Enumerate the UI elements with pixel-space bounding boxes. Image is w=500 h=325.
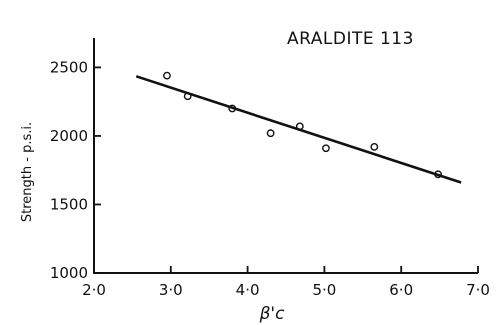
data-point [163,71,171,80]
x-tick-label: 7·0 [466,281,490,299]
y-axis-label: Strength - p.s.i. [20,122,35,222]
y-tick-label: 1000 [50,264,88,282]
x-tick-label: 6·0 [389,281,413,299]
x-tick-label: 5·0 [312,281,336,299]
data-point [266,129,275,138]
y-tick-label: 2000 [50,127,88,145]
ticks: 2·0 3·0 4·0 5·0 6·0 7·0 1000 1500 2000 2500 [50,58,490,299]
x-tick-label: 2·0 [82,281,106,299]
x-tick-label: 4·0 [236,281,260,299]
trend-line [135,75,462,184]
x-tick-label: 3·0 [159,281,183,299]
chart-annotation: ARALDITE 113 [287,29,414,49]
y-tick-label: 1500 [50,195,88,213]
series [135,71,462,184]
data-point [370,143,379,151]
y-tick-label: 2500 [50,58,88,76]
data-point [322,144,330,153]
axes [93,38,478,274]
x-axis-label: β'c [259,304,286,324]
